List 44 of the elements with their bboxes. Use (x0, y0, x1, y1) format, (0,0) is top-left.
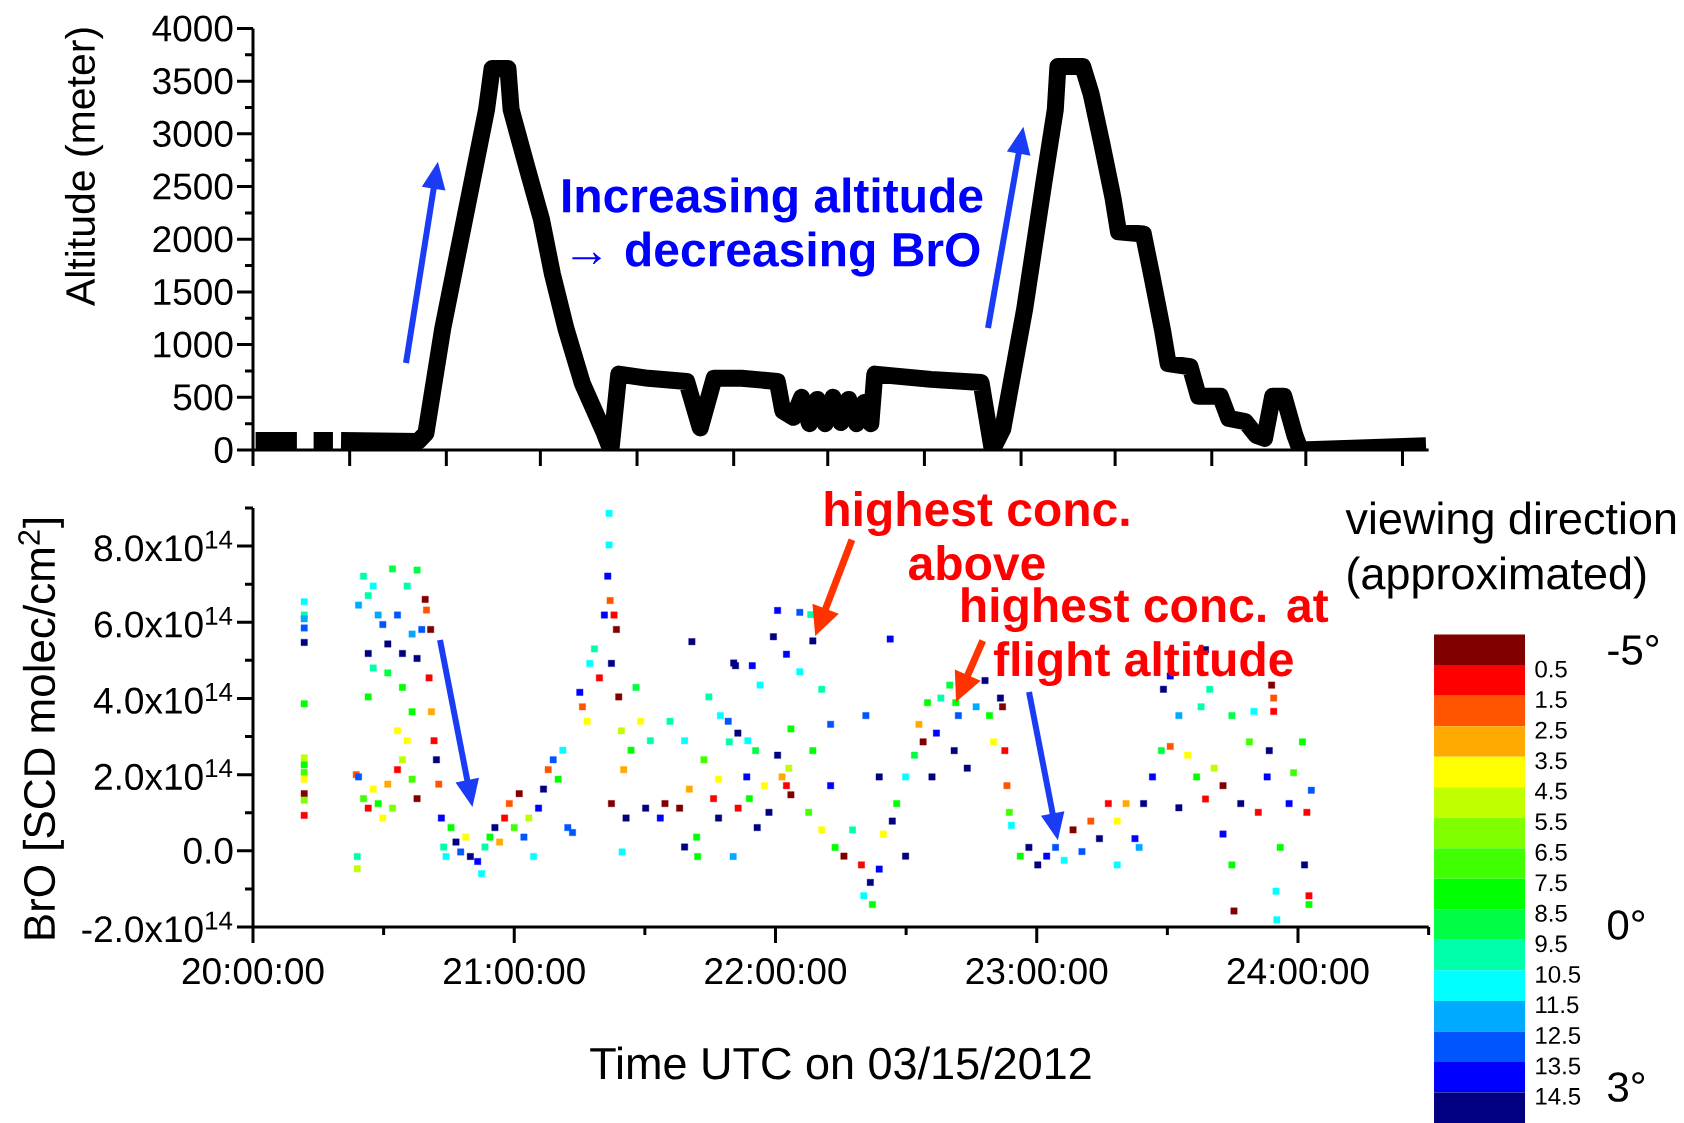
y-axis-title: BrO [SCD molec/cm$^{2}$] (18, 518, 64, 939)
color-bar-label: 3.5 (1535, 752, 1567, 770)
y-tick-label: 500 (173, 384, 233, 411)
color-bar-label: 9.5 (1535, 935, 1567, 953)
y-tick-label: 2500 (153, 173, 233, 200)
color-bar-label: 6.5 (1535, 843, 1567, 861)
y-tick-label: 2000 (153, 226, 233, 253)
y-tick-label: 4.0x10$^{14}$ (93, 683, 233, 714)
y-axis-title: Altitude (meter) (64, 28, 104, 307)
color-bar-label: 1.5 (1536, 691, 1567, 708)
x-tick-label: 24:00:00 (1227, 958, 1369, 985)
color-bar-label: 2.5 (1535, 721, 1567, 739)
annotation: highest conc. at flight altitude (962, 587, 1329, 687)
color-bar-label: 5.5 (1535, 813, 1567, 831)
text: 0° (1608, 910, 1645, 940)
x-tick-label: 22:00:00 (705, 958, 847, 985)
y-tick-label: -2.0x10$^{14}$ (82, 911, 233, 943)
color-bar-label: 14.5 (1536, 1088, 1581, 1105)
x-tick-label: 23:00:00 (966, 958, 1108, 985)
color-bar-label: 12.5 (1536, 1026, 1581, 1044)
color-bar-label: 11.5 (1536, 996, 1579, 1014)
y-tick-label: 0.0 (183, 837, 233, 864)
y-tick-label: 3000 (153, 120, 233, 147)
color-bar-label: 0.5 (1535, 660, 1567, 678)
color-bar-label: 8.5 (1535, 904, 1567, 922)
y-tick-label: 1500 (154, 278, 233, 306)
y-tick-label: 4000 (152, 15, 233, 42)
color-bar-label: 13.5 (1536, 1057, 1581, 1075)
color-bar-title: viewing direction (approximated) (1345, 501, 1676, 599)
x-tick-label: 21:00:00 (444, 958, 585, 985)
color-bar-label: 10.5 (1536, 965, 1581, 983)
annotation: Increasing altitude → decreasing BrO (563, 177, 983, 277)
x-tick-label: 20:00:00 (182, 958, 324, 985)
color-bar-label: 7.5 (1535, 874, 1567, 892)
y-tick-label: 3500 (153, 68, 233, 95)
color-bar-label: 4.5 (1534, 782, 1567, 800)
y-tick-label: 6.0x10$^{14}$ (94, 606, 233, 638)
y-tick-label: 1000 (154, 331, 233, 358)
x-axis-title: Time UTC on 03/15/2012 (590, 1046, 1091, 1080)
y-tick-label: 0 (214, 436, 233, 464)
y-tick-label: 2.0x10$^{14}$ (94, 759, 233, 790)
text: 3° (1608, 1072, 1645, 1102)
y-tick-label: 8.0x10$^{14}$ (94, 530, 233, 562)
text: -5° (1608, 635, 1659, 665)
